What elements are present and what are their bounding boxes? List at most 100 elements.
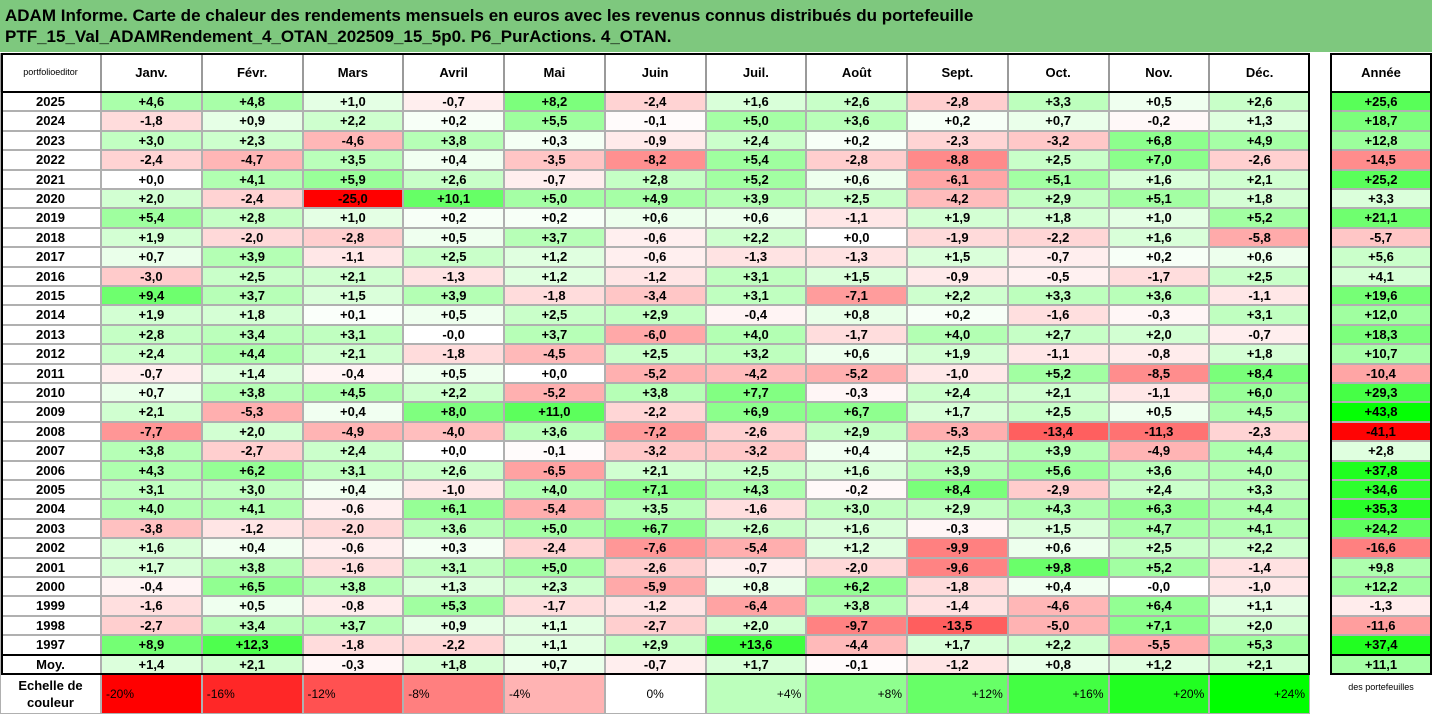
year-label: 2019 <box>0 208 101 228</box>
heatmap-cell: +1,6 <box>1108 169 1210 189</box>
heatmap-cell: +4,0 <box>907 324 1008 345</box>
heatmap-cell: +0,4 <box>201 538 303 558</box>
heatmap-cell: -0,9 <box>604 130 706 151</box>
scale-swatch: 0% <box>604 673 706 714</box>
heatmap-cell: -0,0 <box>1108 577 1210 597</box>
heatmap-cell: +2,5 <box>604 344 706 364</box>
annual-cell: +21,1 <box>1330 208 1432 228</box>
heatmap-cell: +3,6 <box>1108 460 1210 480</box>
year-label: 2021 <box>0 169 101 189</box>
heatmap-cell: +3,8 <box>101 441 202 461</box>
heatmap-cell: +1,5 <box>1007 518 1109 539</box>
heatmap-cell: +0,5 <box>201 596 303 616</box>
heatmap-cell: -0,7 <box>101 363 202 383</box>
average-label: Moy. <box>0 654 101 674</box>
heatmap-cell: +4,0 <box>1209 460 1310 480</box>
heatmap-cell: -2,4 <box>504 538 605 558</box>
average-rule <box>1 653 1310 656</box>
heatmap-cell: +6,1 <box>403 499 504 519</box>
heatmap-cell: +2,1 <box>1209 169 1310 189</box>
heatmap-cell: -1,1 <box>1209 286 1310 306</box>
heatmap-cell: -7,7 <box>101 421 202 442</box>
heatmap-cell: -0,7 <box>1007 247 1109 267</box>
heatmap-cell: +0,1 <box>302 305 404 325</box>
heatmap-cell: -4,6 <box>302 130 404 151</box>
heatmap-cell: +2,4 <box>101 344 202 364</box>
year-label: 2010 <box>0 383 101 403</box>
heatmap-cell: +5,3 <box>403 596 504 616</box>
month-header: Janv. <box>101 53 202 92</box>
heatmap-cell: +4,1 <box>1209 518 1310 539</box>
heatmap-cell: -1,8 <box>403 344 504 364</box>
year-label: 2013 <box>0 324 101 345</box>
heatmap-cell: -0,1 <box>504 441 605 461</box>
heatmap-cell: -2,4 <box>201 189 303 209</box>
heatmap-cell: +1,7 <box>907 635 1008 655</box>
heatmap-cell: +1,6 <box>1108 227 1210 248</box>
heatmap-cell: +1,1 <box>504 635 605 655</box>
heatmap-cell: -1,8 <box>302 635 404 655</box>
heatmap-cell: +0,6 <box>1209 247 1310 267</box>
heatmap-cell: +0,2 <box>907 111 1008 131</box>
heatmap-cell: +2,5 <box>806 189 907 209</box>
heatmap-cell: -2,8 <box>907 92 1008 112</box>
heatmap-cell: +8,0 <box>403 402 504 422</box>
heatmap-cell: -2,0 <box>806 557 907 577</box>
heatmap-cell: -0,3 <box>907 518 1008 539</box>
heatmap-cell: -4,9 <box>302 421 404 442</box>
average-cell: +2,1 <box>1209 654 1310 674</box>
heatmap-cell: +5,9 <box>302 169 404 189</box>
heatmap-cell: +2,5 <box>1007 402 1109 422</box>
heatmap-cell: +0,6 <box>806 169 907 189</box>
heatmap-cell: +1,3 <box>403 577 504 597</box>
heatmap-cell: +2,7 <box>1007 324 1109 345</box>
heatmap-cell: +1,9 <box>907 208 1008 228</box>
heatmap-cell: +3,5 <box>604 499 706 519</box>
heatmap-cell: -25,0 <box>302 189 404 209</box>
heatmap-cell: +4,0 <box>101 499 202 519</box>
heatmap-cell: +1,9 <box>907 344 1008 364</box>
heatmap-cell: +2,1 <box>302 344 404 364</box>
heatmap-cell: -3,5 <box>504 150 605 170</box>
heatmap-cell: -5,4 <box>504 499 605 519</box>
heatmap-cell: +1,1 <box>504 615 605 636</box>
annual-cell: +5,6 <box>1330 247 1432 267</box>
heatmap-cell: +3,3 <box>1007 92 1109 112</box>
heatmap-cell: +1,5 <box>907 247 1008 267</box>
scale-swatch: -16% <box>201 673 303 714</box>
annual-cell: -11,6 <box>1330 615 1432 636</box>
heatmap-cell: +1,0 <box>1108 208 1210 228</box>
heatmap-cell: +0,2 <box>806 130 907 151</box>
annual-cell: +25,2 <box>1330 169 1432 189</box>
annual-cell: +35,3 <box>1330 499 1432 519</box>
heatmap-cell: +0,4 <box>1007 577 1109 597</box>
heatmap-cell: +7,1 <box>604 480 706 500</box>
heatmap-cell: +6,2 <box>201 460 303 480</box>
heatmap-cell: +9,4 <box>101 286 202 306</box>
heatmap-cell: +6,8 <box>1108 130 1210 151</box>
month-header: Oct. <box>1007 53 1109 92</box>
heatmap-cell: +6,0 <box>1209 383 1310 403</box>
heatmap-cell: +4,0 <box>705 324 807 345</box>
heatmap-cell: +6,5 <box>201 577 303 597</box>
heatmap-cell: -2,6 <box>1209 150 1310 170</box>
scale-swatch: -12% <box>302 673 404 714</box>
heatmap-cell: -8,5 <box>1108 363 1210 383</box>
year-label: 2017 <box>0 247 101 267</box>
annual-cell: +9,8 <box>1330 557 1432 577</box>
heatmap-cell: -5,5 <box>1108 635 1210 655</box>
heatmap-cell: +3,6 <box>403 518 504 539</box>
heatmap-cell: +0,7 <box>1007 111 1109 131</box>
annual-cell: +43,8 <box>1330 402 1432 422</box>
heatmap-cell: +2,3 <box>201 130 303 151</box>
month-header: Mars <box>302 53 404 92</box>
heatmap-cell: -2,2 <box>604 402 706 422</box>
heatmap-cell: +3,1 <box>302 460 404 480</box>
year-label: 2014 <box>0 305 101 325</box>
title-line-2: PTF_15_Val_ADAMRendement_4_OTAN_202509_1… <box>5 27 672 46</box>
heatmap-cell: -1,7 <box>504 596 605 616</box>
scale-label: Echelle de couleur <box>0 673 101 714</box>
heatmap-cell: -0,0 <box>403 324 504 345</box>
heatmap-cell: +0,0 <box>806 227 907 248</box>
